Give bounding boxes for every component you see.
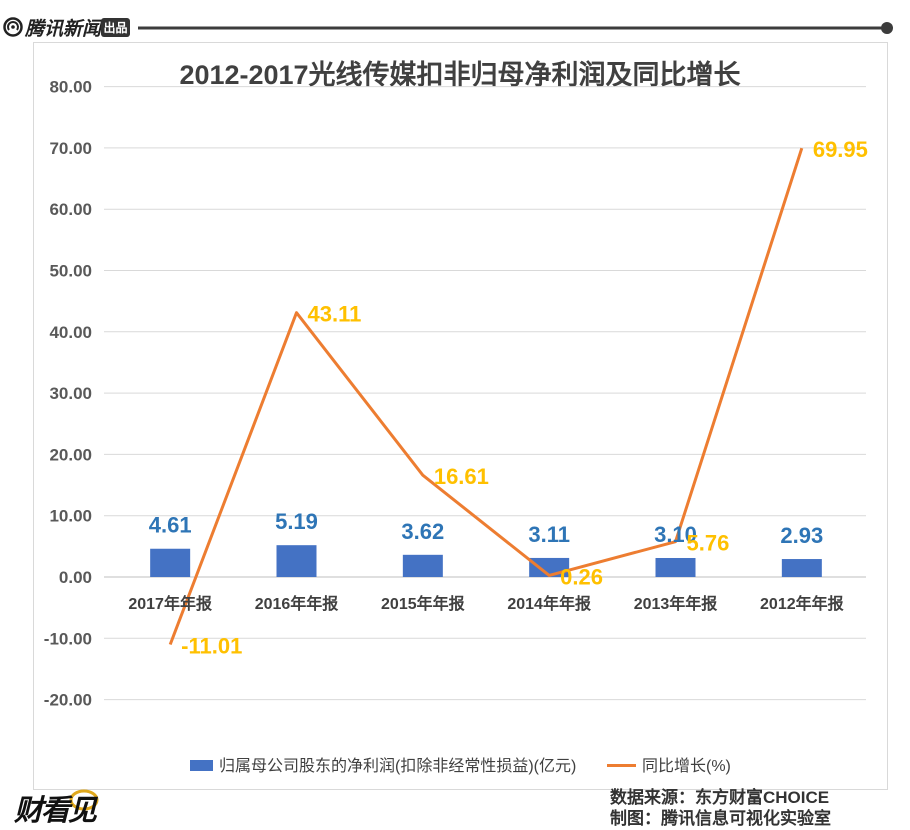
y-tick-label: 10.00 [49,507,92,526]
tencent-news-icon [3,17,23,37]
y-tick-label: 60.00 [49,200,92,219]
legend-swatch-bar [190,760,213,771]
line-value-label: 43.11 [308,302,362,327]
brand-name: 腾讯新闻 [24,18,104,40]
y-tick-label: -10.00 [44,629,92,648]
bar-value-label: 2.93 [780,523,823,548]
y-tick-label: 50.00 [49,262,92,281]
line-series-layer [168,147,804,646]
bar-series [150,545,822,577]
chart-title: 2012-2017光线传媒扣非归母净利润及同比增长 [179,59,741,90]
line-value-label: 0.26 [560,564,603,589]
bar-value-label: 4.61 [149,513,192,538]
category-label: 2013年年报 [634,594,718,613]
tencent-news-logo: 腾讯新闻 出品 [3,17,130,40]
line-value-label: -11.01 [181,633,242,658]
bar [150,548,191,577]
line-series [168,147,804,646]
header-rule-dot [881,22,893,34]
y-tick-label: 70.00 [49,139,92,158]
line-value-label: 16.61 [434,464,489,489]
category-label: 2014年年报 [507,594,591,613]
logo-swoosh-icon [69,789,99,811]
bar-value-label: 5.19 [275,509,318,534]
category-label: 2015年年报 [381,594,465,613]
category-label: 2016年年报 [255,594,339,613]
legend-item-net-profit: 归属母公司股东的净利润(扣除非经常性损益)(亿元) [190,757,576,775]
footer: 财看见 数据来源：东方财富CHOICE 制图：腾讯信息可视化实验室 [13,787,831,828]
chart-frame [33,42,888,790]
category-label: 2012年年报 [760,594,844,613]
legend-label-yoy-growth: 同比增长(%) [642,757,731,775]
bar [655,557,696,577]
y-tick-label: 80.00 [49,78,92,97]
data-source: 数据来源：东方财富CHOICE [610,787,829,807]
line-value-label: 5.76 [687,531,730,556]
badge-label: 出品 [103,20,127,35]
bar-value-label: 3.11 [528,522,570,547]
legend-label-net-profit: 归属母公司股东的净利润(扣除非经常性损益)(亿元) [219,757,576,775]
bar-value-label: 3.10 [654,522,697,547]
bar [781,559,822,577]
bar [402,554,443,577]
grid-layer [104,86,866,701]
header: 腾讯新闻 出品 [3,17,893,40]
x-axis: 2017年年报 2016年年报 2015年年报 2014年年报 2013年年报 2012年… [128,594,843,613]
y-tick-label: 0.00 [59,568,92,587]
y-tick-label: 40.00 [49,323,92,342]
caikanjian-logo: 财看见 [13,789,101,827]
y-tick-label: -20.00 [44,691,92,710]
line-value-label: 69.95 [813,137,868,162]
chart-credit: 制图：腾讯信息可视化实验室 [610,808,831,828]
category-label: 2017年年报 [128,594,212,613]
badge-box [101,18,130,37]
legend-item-yoy-growth: 同比增长(%) [607,757,731,775]
y-axis: 80.00 70.00 60.00 50.00 40.00 30.00 20.00 10.00… [44,78,92,710]
legend: 归属母公司股东的净利润(扣除非经常性损益)(亿元) 同比增长(%) [190,757,731,775]
y-tick-label: 30.00 [49,384,92,403]
logo-text: 财看见 [13,795,99,827]
bar [276,545,317,577]
y-tick-label: 20.00 [49,445,92,464]
data-labels: 4.61 5.19 3.62 3.11 3.10 2.93 -11.01 43.11 16.61… [149,137,868,658]
bar-value-label: 3.62 [401,519,444,544]
